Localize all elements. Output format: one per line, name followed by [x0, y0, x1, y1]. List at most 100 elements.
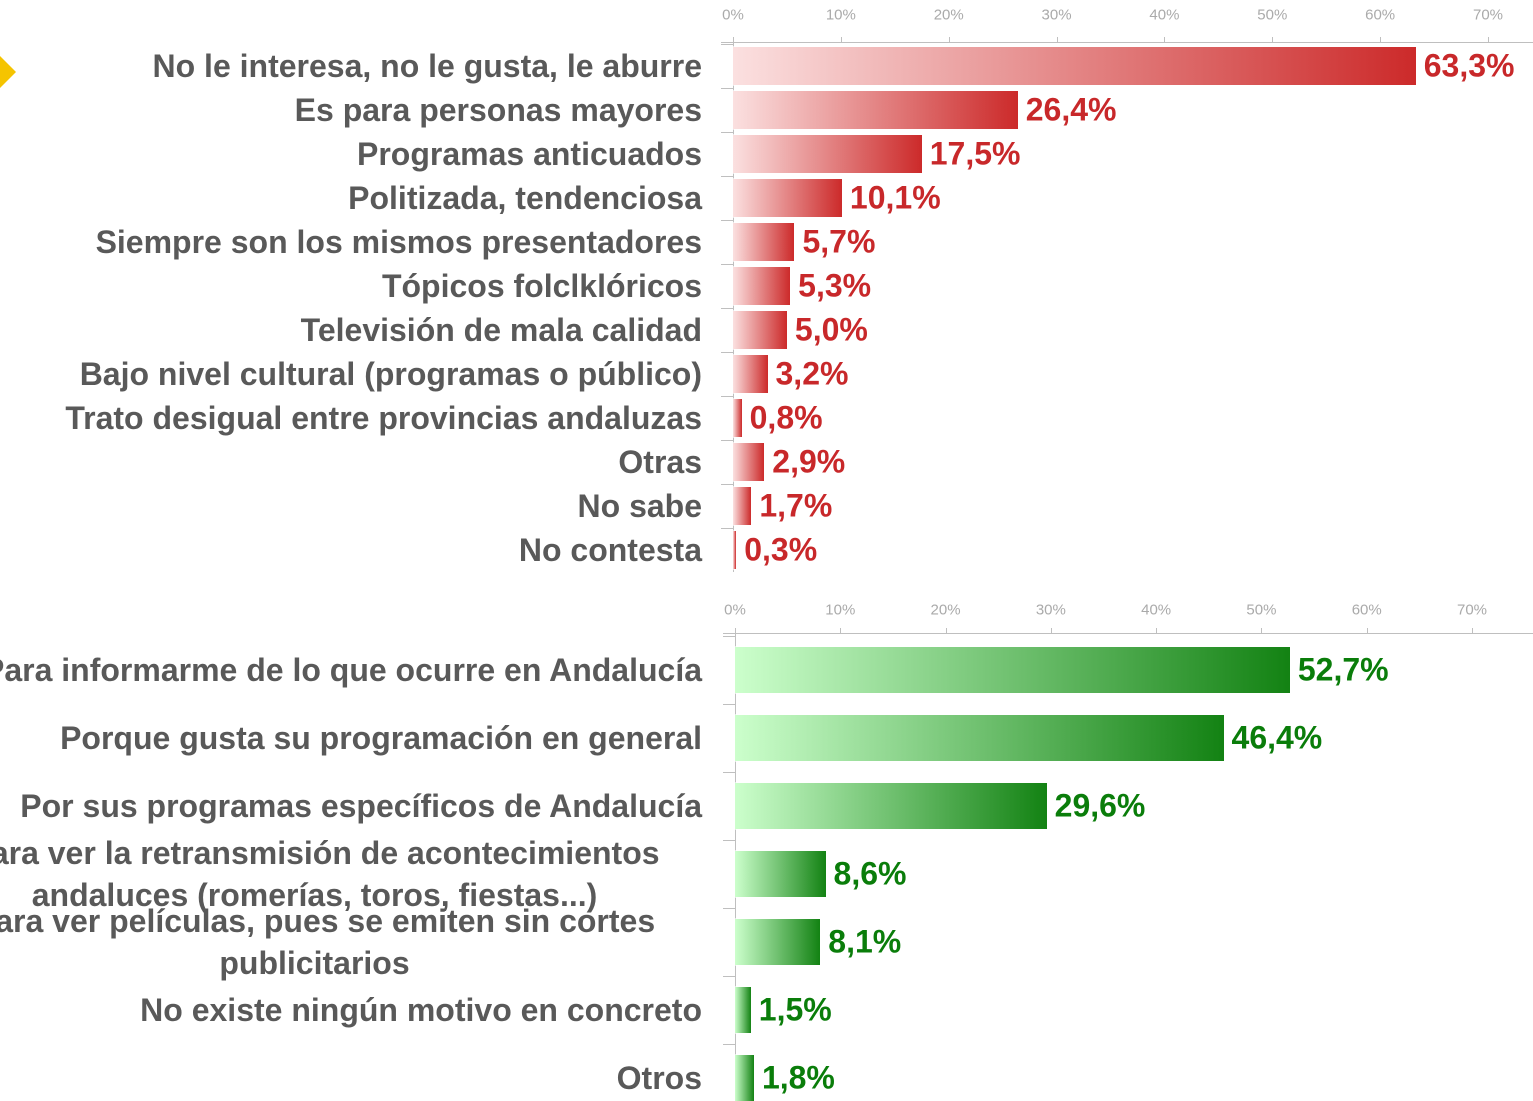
bar	[733, 355, 768, 393]
category-boundary	[723, 976, 735, 977]
category-boundary	[721, 264, 733, 265]
category-label: Otras	[0, 441, 702, 483]
category-label: No le interesa, no le gusta, le aburre	[0, 45, 703, 87]
category-text: Es para personas mayores	[294, 92, 702, 128]
arrow	[0, 56, 16, 88]
bar	[735, 1055, 754, 1101]
x-tick-label: 50%	[1257, 6, 1288, 24]
bar	[735, 715, 1224, 761]
bar	[733, 531, 737, 569]
x-tick-mark	[1472, 628, 1473, 634]
x-tick-label: 10%	[825, 6, 856, 24]
category-text: Tópicos folclklóricos	[381, 268, 702, 304]
x-tick-label: 0%	[724, 601, 746, 619]
category-text: Por sus programas específicos de Andaluc…	[20, 788, 702, 824]
category-boundary	[723, 908, 735, 909]
bar	[733, 47, 1416, 85]
category-boundary	[723, 840, 735, 841]
x-tick-mark	[1261, 628, 1263, 634]
x-tick-mark	[733, 37, 734, 43]
category-text: Televisión de mala calidad	[300, 312, 702, 348]
value-label: 10,1%	[849, 179, 941, 216]
bar	[735, 987, 751, 1033]
value-label: 1,8%	[761, 1059, 835, 1096]
category-boundary	[723, 772, 735, 773]
category-text: Siempre son los mismos presentadores	[95, 224, 702, 260]
x-tick-mark	[735, 628, 736, 634]
value-label: 26,4%	[1025, 91, 1117, 128]
x-tick-label: 70%	[1472, 6, 1504, 24]
category-text: Politizada, tendenciosa	[348, 180, 702, 216]
x-axis	[721, 42, 1533, 43]
category-boundary	[721, 528, 733, 529]
value-label: 17,5%	[929, 135, 1021, 172]
category-label: No sabe	[0, 485, 702, 527]
bar	[733, 487, 752, 525]
category-text: Bajo nivel cultural (programas o público…	[79, 356, 702, 392]
x-tick-label: 30%	[1035, 601, 1066, 619]
value-label: 5,3%	[798, 267, 872, 304]
category-label: Para ver la retransmisión de acontecimie…	[0, 832, 702, 916]
category-text: No contesta	[518, 532, 702, 568]
x-tick-mark	[840, 37, 842, 43]
x-tick-mark	[948, 37, 950, 43]
bar	[733, 91, 1018, 129]
x-tick-label: 20%	[930, 601, 961, 619]
category-boundary	[721, 132, 733, 133]
category-boundary	[721, 352, 733, 353]
category-label: Trato desigual entre provincias andaluza…	[0, 397, 702, 439]
x-tick-label: 50%	[1246, 601, 1277, 619]
category-boundary	[721, 88, 733, 89]
value-label: 0,8%	[749, 399, 823, 436]
bar	[733, 311, 787, 349]
category-boundary	[721, 308, 733, 309]
bar	[733, 223, 795, 261]
category-text: Otros	[616, 1060, 702, 1096]
category-boundary	[721, 396, 733, 397]
category-text: No sabe	[577, 488, 702, 524]
category-boundary	[723, 704, 735, 705]
category-text: Porque gusta su programación en general	[60, 720, 702, 756]
value-label: 1,7%	[759, 487, 833, 524]
value-label: 5,7%	[802, 223, 876, 260]
category-boundary	[723, 636, 735, 637]
bar	[733, 267, 791, 305]
category-label: Para informarme de lo que ocurre en Anda…	[0, 649, 702, 691]
category-text: Para ver películas, pues se emiten sin c…	[0, 903, 656, 981]
value-label: 3,2%	[775, 355, 849, 392]
x-tick-mark	[840, 628, 842, 634]
x-tick-label: 30%	[1041, 6, 1072, 24]
bar	[735, 919, 821, 965]
category-label: Siempre son los mismos presentadores	[0, 221, 702, 263]
category-label: Otros	[0, 1057, 702, 1099]
arrow-decoration	[0, 56, 16, 88]
category-label: No contesta	[0, 529, 702, 571]
x-tick-mark	[1272, 37, 1274, 43]
category-text: Para ver la retransmisión de acontecimie…	[0, 835, 660, 913]
category-label: Porque gusta su programación en general	[0, 717, 702, 759]
category-boundary	[721, 484, 733, 485]
x-tick-mark	[1380, 37, 1382, 43]
category-text: Otras	[618, 444, 702, 480]
x-tick-label: 0%	[722, 6, 744, 24]
category-text: Para informarme de lo que ocurre en Anda…	[0, 652, 702, 688]
category-label: Programas anticuados	[0, 133, 702, 175]
x-tick-mark	[1156, 628, 1158, 634]
category-text: Programas anticuados	[357, 136, 702, 172]
value-label: 5,0%	[794, 311, 868, 348]
category-text: No le interesa, no le gusta, le aburre	[152, 48, 703, 84]
category-boundary	[721, 44, 733, 45]
x-tick-mark	[1056, 37, 1058, 43]
value-label: 46,4%	[1231, 719, 1323, 756]
x-tick-mark	[1050, 628, 1052, 634]
category-label: Para ver películas, pues se emiten sin c…	[0, 900, 702, 984]
bar	[733, 399, 742, 437]
category-text: No existe ningún motivo en concreto	[140, 992, 702, 1028]
bar	[733, 179, 842, 217]
category-label: Tópicos folclklóricos	[0, 265, 702, 307]
category-label: Bajo nivel cultural (programas o público…	[0, 353, 702, 395]
bar	[735, 851, 826, 897]
value-label: 2,9%	[772, 443, 846, 480]
category-boundary	[721, 176, 733, 177]
